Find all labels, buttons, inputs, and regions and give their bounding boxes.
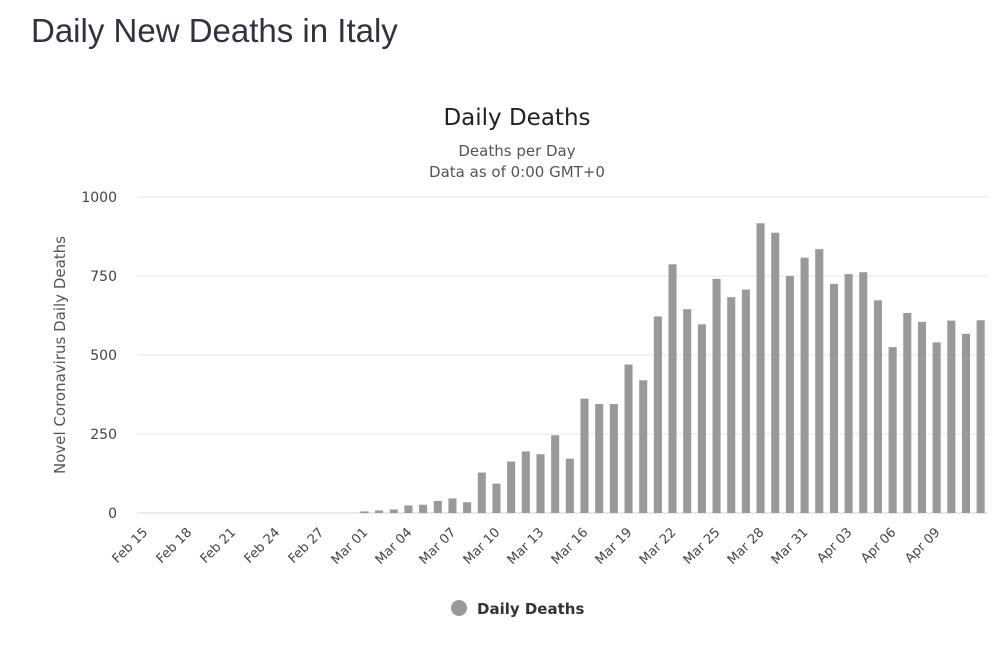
bar-series-daily-deaths [360,223,985,513]
x-tick-label: Mar 04 [373,525,416,568]
bar[interactable] [976,320,985,513]
bar[interactable] [668,264,677,513]
bar[interactable] [771,232,780,513]
x-tick-label: Feb 18 [154,525,196,567]
y-tick-label: 750 [90,269,117,285]
x-tick-label: Mar 16 [549,525,592,568]
bar[interactable] [844,274,853,513]
x-tick-label: Apr 03 [814,525,855,566]
bar[interactable] [932,342,941,513]
x-tick-label: Feb 24 [242,525,284,567]
bar[interactable] [697,324,706,513]
legend-marker [451,600,467,616]
x-tick-label: Mar 01 [329,525,372,568]
bar[interactable] [683,309,692,513]
bar[interactable] [521,451,530,513]
bar[interactable] [639,380,648,513]
x-tick-label: Mar 31 [769,525,812,568]
x-tick-label: Mar 25 [681,525,724,568]
y-tick-label: 1000 [81,190,117,206]
y-tick-label: 250 [90,427,117,443]
chart-title: Daily Deaths [443,105,590,131]
bar[interactable] [492,483,501,513]
x-tick-label: Mar 13 [505,525,548,568]
bar[interactable] [903,312,912,513]
x-tick-label: Feb 15 [110,525,152,567]
bar[interactable] [741,289,750,513]
bar[interactable] [609,403,618,513]
legend-label[interactable]: Daily Deaths [477,600,584,618]
bar[interactable] [448,498,457,513]
x-tick-label: Feb 27 [286,525,328,567]
bar[interactable] [507,461,516,513]
bar[interactable] [888,347,897,513]
bar[interactable] [712,278,721,513]
page-title: Daily New Deaths in Italy [31,12,398,49]
bar[interactable] [551,435,560,513]
bar[interactable] [565,458,574,513]
bar[interactable] [477,472,486,513]
bar[interactable] [360,511,369,513]
bar[interactable] [389,509,398,513]
bar[interactable] [404,505,413,513]
x-tick-label: Apr 09 [902,525,943,566]
bar[interactable] [917,321,927,513]
chart-subtitle-1: Deaths per Day [458,142,575,160]
bar[interactable] [947,320,956,513]
x-tick-label: Mar 28 [725,525,768,568]
bar[interactable] [419,504,428,513]
bar[interactable] [961,333,971,513]
bar[interactable] [859,272,868,513]
bar[interactable] [536,454,545,513]
y-axis-ticks: 0 250 500 750 1000 [81,190,117,522]
bar[interactable] [595,403,604,513]
bar[interactable] [815,249,824,513]
x-tick-label: Feb 21 [198,525,240,567]
legend[interactable]: Daily Deaths [451,600,584,618]
y-tick-label: 0 [108,506,117,522]
bar[interactable] [653,316,662,513]
x-tick-label: Mar 10 [461,525,504,568]
bar[interactable] [624,364,633,513]
y-axis-label: Novel Coronavirus Daily Deaths [51,236,69,474]
chart-subtitle-2: Data as of 0:00 GMT+0 [429,163,605,181]
bar[interactable] [800,257,809,513]
x-tick-label: Mar 19 [593,525,636,568]
bar[interactable] [463,502,472,513]
x-tick-label: Mar 22 [637,525,680,568]
bar[interactable] [727,297,736,513]
x-axis-ticks: Feb 15 Feb 18 Feb 21 Feb 24 Feb 27 Mar 01 Mar … [110,525,944,568]
y-tick-label: 500 [90,348,117,364]
bar[interactable] [580,398,589,513]
bar[interactable] [433,500,442,513]
x-tick-label: Apr 06 [858,525,899,566]
bar[interactable] [375,510,384,513]
bar[interactable] [785,276,794,513]
bar[interactable] [829,283,838,513]
bar[interactable] [756,223,765,513]
x-tick-label: Mar 07 [417,525,460,568]
bar[interactable] [873,300,882,513]
